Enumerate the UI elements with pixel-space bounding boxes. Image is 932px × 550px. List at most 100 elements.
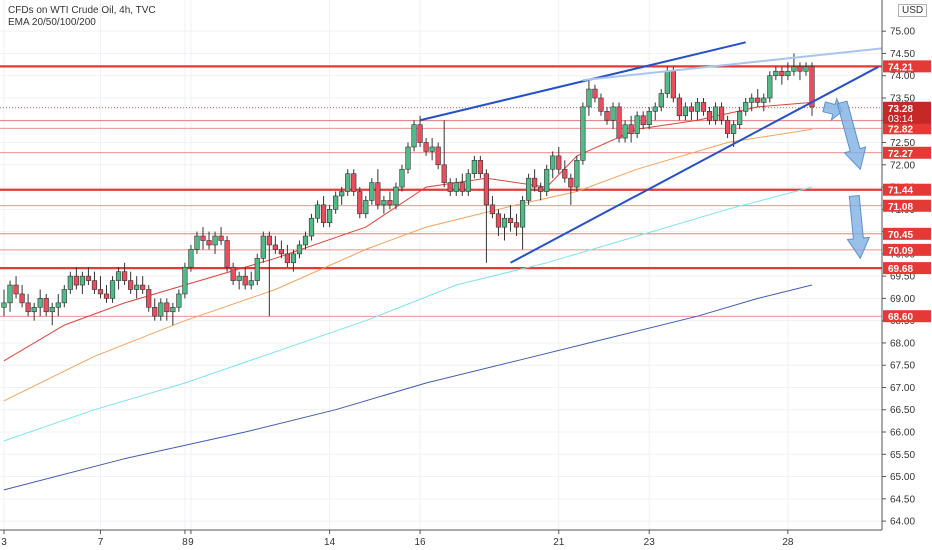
candle-body xyxy=(453,182,459,192)
candle-body xyxy=(140,284,146,290)
candle-body xyxy=(164,302,170,313)
candle-body xyxy=(115,271,122,281)
ema-200-line xyxy=(3,284,813,491)
chart-title: CFDs on WTI Crude Oil, 4h, TVC xyxy=(8,5,156,16)
candle-body xyxy=(200,235,206,241)
candle-body xyxy=(357,191,363,215)
candle-body xyxy=(429,146,435,152)
candle-body xyxy=(803,66,809,72)
candle-body xyxy=(296,244,303,255)
level-tag xyxy=(883,60,931,73)
candle-body xyxy=(19,293,25,304)
candle-body xyxy=(538,186,544,192)
level-tag-label: 69.68 xyxy=(888,264,913,275)
candle-body xyxy=(290,253,297,264)
candle-body xyxy=(61,289,67,304)
candle-body xyxy=(749,97,755,103)
channel-upper-line xyxy=(419,41,746,122)
candle-body xyxy=(97,289,104,295)
candle-body xyxy=(25,302,31,313)
candle-body xyxy=(441,164,447,183)
y-tick-label: 74.00 xyxy=(890,71,915,82)
candle-body xyxy=(483,173,490,206)
candle-body xyxy=(580,106,586,161)
candle-body xyxy=(55,302,61,308)
ema-50-line xyxy=(3,128,813,402)
candle-body xyxy=(308,217,315,237)
candle-body xyxy=(610,106,616,121)
candle-body xyxy=(634,115,640,134)
candle-body xyxy=(85,275,92,281)
candle-body xyxy=(254,258,260,281)
candle-body xyxy=(339,191,345,197)
candle-body xyxy=(320,204,327,223)
candle-body xyxy=(224,240,230,268)
candle-body xyxy=(411,124,417,148)
y-tick-label: 73.50 xyxy=(890,93,915,104)
current-price-tag xyxy=(883,101,931,124)
candle-body xyxy=(465,173,471,192)
candle-body xyxy=(495,213,502,228)
candle-body xyxy=(550,155,556,170)
y-tick-label: 69.50 xyxy=(890,272,915,283)
candle-body xyxy=(122,271,128,281)
level-tag-label: 72.82 xyxy=(888,124,913,135)
x-tick-label: 9 xyxy=(188,537,194,548)
x-tick-label: 14 xyxy=(324,537,336,548)
candle-body xyxy=(345,173,351,192)
y-tick-label: 74.50 xyxy=(890,49,915,60)
candle-body xyxy=(712,106,719,121)
candle-body xyxy=(188,249,194,268)
candle-body xyxy=(158,302,164,317)
candle-body xyxy=(513,222,520,228)
y-tick-label: 66.00 xyxy=(890,428,915,439)
level-tag xyxy=(883,199,931,212)
candle-body xyxy=(489,204,496,215)
candle-body xyxy=(459,182,465,192)
candle-body xyxy=(718,106,725,121)
candle-body xyxy=(640,115,646,126)
candle-body xyxy=(767,75,773,99)
candle-body xyxy=(544,168,550,192)
y-tick-label: 65.50 xyxy=(890,450,915,461)
candle-body xyxy=(387,200,393,206)
candle-body xyxy=(562,168,568,179)
candle-body xyxy=(477,160,483,174)
x-tick-label: 3 xyxy=(1,537,7,548)
candle-body xyxy=(37,298,43,308)
level-tag-label: 71.44 xyxy=(888,186,913,197)
candle-body xyxy=(218,235,224,241)
candle-body xyxy=(7,284,13,304)
y-tick-label: 66.50 xyxy=(890,405,915,416)
candle-body xyxy=(417,124,423,143)
projection-arrow-2 xyxy=(836,100,867,171)
y-tick-label: 68.00 xyxy=(890,338,915,349)
chart-legend: CFDs on WTI Crude Oil, 4h, TVC EMA 20/50… xyxy=(8,5,156,29)
candle-body xyxy=(314,204,321,219)
candle-body xyxy=(49,307,55,313)
candle-body xyxy=(435,146,441,166)
x-tick-label: 8 xyxy=(182,537,188,548)
candle-body xyxy=(13,284,19,295)
level-tag xyxy=(883,227,931,240)
currency-button[interactable]: USD xyxy=(898,4,928,17)
candle-body xyxy=(646,111,652,126)
x-tick-label: 21 xyxy=(553,537,565,548)
y-tick-label: 69.00 xyxy=(890,294,915,305)
candle-body xyxy=(109,280,116,299)
candle-body xyxy=(664,70,670,94)
candle-body xyxy=(152,307,158,317)
candle-body xyxy=(333,195,339,210)
candle-body xyxy=(755,97,761,103)
candle-body xyxy=(471,160,477,174)
candle-body xyxy=(519,200,526,228)
candle-body xyxy=(242,275,248,286)
level-tag-label: 68.60 xyxy=(888,312,913,323)
candle-body xyxy=(592,88,598,99)
candle-body xyxy=(791,66,797,72)
candle-body xyxy=(302,235,309,246)
candle-body xyxy=(236,275,242,281)
